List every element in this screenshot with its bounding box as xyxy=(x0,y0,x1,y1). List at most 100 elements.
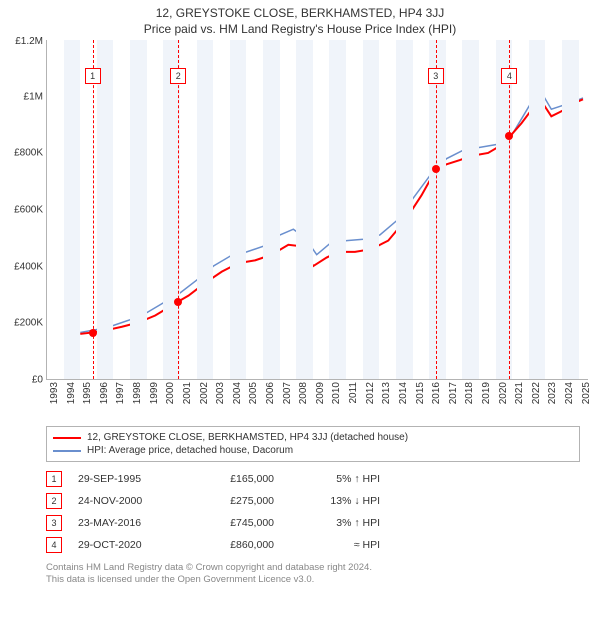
x-tick-label: 2024 xyxy=(564,382,575,404)
event-date: 29-OCT-2020 xyxy=(78,539,178,551)
page-title: 12, GREYSTOKE CLOSE, BERKHAMSTED, HP4 3J… xyxy=(0,0,600,20)
y-tick-label: £600K xyxy=(14,205,47,216)
x-tick-label: 2008 xyxy=(298,382,309,404)
x-tick-label: 2019 xyxy=(481,382,492,404)
year-band xyxy=(97,40,114,379)
event-row: 1 29-SEP-1995 £165,000 5% ↑ HPI xyxy=(46,468,580,490)
events-table: 1 29-SEP-1995 £165,000 5% ↑ HPI 2 24-NOV-2000… xyxy=(46,468,580,556)
footer-line: This data is licensed under the Open Gov… xyxy=(46,574,580,586)
event-price: £275,000 xyxy=(194,495,274,507)
marker-line xyxy=(93,40,94,379)
event-relative: 3% ↑ HPI xyxy=(290,517,380,529)
y-tick-label: £1.2M xyxy=(15,36,47,47)
event-relative: 13% ↓ HPI xyxy=(290,495,380,507)
year-band xyxy=(230,40,247,379)
year-band xyxy=(263,40,280,379)
x-tick-label: 2015 xyxy=(415,382,426,404)
y-tick-label: £400K xyxy=(14,261,47,272)
x-tick-label: 2023 xyxy=(547,382,558,404)
x-tick-label: 2005 xyxy=(248,382,259,404)
event-relative: ≈ HPI xyxy=(290,539,380,551)
y-tick-label: £200K xyxy=(14,318,47,329)
y-tick-label: £0 xyxy=(32,375,47,386)
x-tick-label: 2011 xyxy=(348,382,359,404)
event-row: 4 29-OCT-2020 £860,000 ≈ HPI xyxy=(46,534,580,556)
x-tick-label: 2006 xyxy=(265,382,276,404)
year-band xyxy=(296,40,313,379)
plot-region: £0£200K£400K£600K£800K£1M£1.2M1234 xyxy=(46,40,588,380)
year-band xyxy=(562,40,579,379)
y-tick-label: £1M xyxy=(24,91,47,102)
x-tick-label: 2020 xyxy=(498,382,509,404)
x-tick-label: 1995 xyxy=(82,382,93,404)
x-tick-label: 2025 xyxy=(581,382,592,404)
x-tick-label: 2003 xyxy=(215,382,226,404)
event-date: 23-MAY-2016 xyxy=(78,517,178,529)
sale-point xyxy=(89,329,97,337)
x-tick-label: 2021 xyxy=(514,382,525,404)
x-tick-label: 2014 xyxy=(398,382,409,404)
x-tick-label: 2007 xyxy=(282,382,293,404)
event-price: £745,000 xyxy=(194,517,274,529)
event-row: 2 24-NOV-2000 £275,000 13% ↓ HPI xyxy=(46,490,580,512)
sale-point xyxy=(174,298,182,306)
page-subtitle: Price paid vs. HM Land Registry's House … xyxy=(0,20,600,40)
x-tick-label: 2018 xyxy=(464,382,475,404)
year-band xyxy=(529,40,546,379)
year-band xyxy=(396,40,413,379)
legend-label: 12, GREYSTOKE CLOSE, BERKHAMSTED, HP4 3J… xyxy=(87,432,408,443)
x-tick-label: 2017 xyxy=(448,382,459,404)
legend-item: 12, GREYSTOKE CLOSE, BERKHAMSTED, HP4 3J… xyxy=(53,431,573,444)
x-tick-label: 2000 xyxy=(165,382,176,404)
marker-box: 1 xyxy=(85,68,101,84)
x-tick-label: 1997 xyxy=(115,382,126,404)
event-relative: 5% ↑ HPI xyxy=(290,473,380,485)
event-marker: 1 xyxy=(46,471,62,487)
legend: 12, GREYSTOKE CLOSE, BERKHAMSTED, HP4 3J… xyxy=(46,426,580,462)
year-band xyxy=(329,40,346,379)
event-marker: 3 xyxy=(46,515,62,531)
year-band xyxy=(429,40,446,379)
sale-point xyxy=(432,165,440,173)
marker-box: 3 xyxy=(428,68,444,84)
event-date: 24-NOV-2000 xyxy=(78,495,178,507)
x-tick-label: 1993 xyxy=(49,382,60,404)
legend-swatch xyxy=(53,437,81,439)
year-band xyxy=(363,40,380,379)
x-tick-label: 2012 xyxy=(365,382,376,404)
marker-line xyxy=(178,40,179,379)
sale-point xyxy=(505,132,513,140)
x-tick-label: 2013 xyxy=(381,382,392,404)
event-date: 29-SEP-1995 xyxy=(78,473,178,485)
event-marker: 4 xyxy=(46,537,62,553)
year-band xyxy=(130,40,147,379)
x-tick-label: 1996 xyxy=(99,382,110,404)
legend-item: HPI: Average price, detached house, Daco… xyxy=(53,444,573,457)
chart: £0£200K£400K£600K£800K£1M£1.2M1234 xyxy=(46,40,588,380)
event-price: £165,000 xyxy=(194,473,274,485)
x-tick-label: 2009 xyxy=(315,382,326,404)
year-band xyxy=(64,40,81,379)
event-marker: 2 xyxy=(46,493,62,509)
event-price: £860,000 xyxy=(194,539,274,551)
event-row: 3 23-MAY-2016 £745,000 3% ↑ HPI xyxy=(46,512,580,534)
year-band xyxy=(462,40,479,379)
legend-label: HPI: Average price, detached house, Daco… xyxy=(87,445,293,456)
x-axis: 1993 1994 1995 1996 1997 1998 1999 2000 2001 2002… xyxy=(46,380,588,420)
legend-swatch xyxy=(53,450,81,452)
marker-line xyxy=(436,40,437,379)
x-tick-label: 1999 xyxy=(149,382,160,404)
footer-line: Contains HM Land Registry data © Crown c… xyxy=(46,562,580,574)
x-tick-label: 2016 xyxy=(431,382,442,404)
x-tick-label: 1994 xyxy=(66,382,77,404)
x-tick-label: 2002 xyxy=(199,382,210,404)
x-tick-label: 2022 xyxy=(531,382,542,404)
x-tick-label: 2004 xyxy=(232,382,243,404)
marker-line xyxy=(509,40,510,379)
x-tick-label: 2001 xyxy=(182,382,193,404)
marker-box: 2 xyxy=(170,68,186,84)
x-tick-label: 2010 xyxy=(331,382,342,404)
x-tick-label: 1998 xyxy=(132,382,143,404)
footer-attribution: Contains HM Land Registry data © Crown c… xyxy=(46,562,580,586)
y-tick-label: £800K xyxy=(14,148,47,159)
